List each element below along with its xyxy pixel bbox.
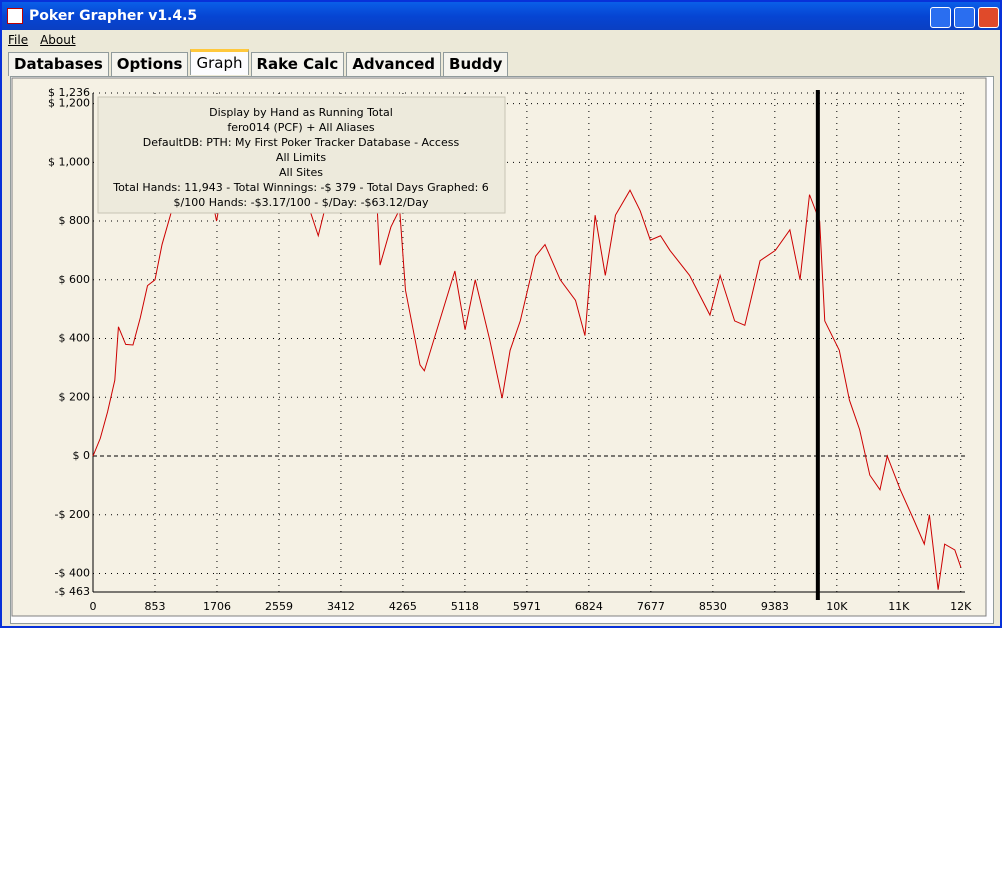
y-tick-label: $ 1,236 [48, 86, 90, 99]
maximize-button[interactable] [954, 7, 975, 28]
tab[interactable]: Buddy [443, 52, 509, 76]
info-line: All Limits [276, 151, 326, 164]
y-tick-label: $ 1,000 [48, 155, 90, 168]
tab[interactable]: Advanced [346, 52, 442, 76]
x-tick-label: 12K [950, 600, 972, 613]
x-tick-label: 0 [90, 600, 97, 613]
title-bar: Poker Grapher v1.4.5 [2, 2, 1000, 30]
menu-bar: File About [2, 30, 1000, 50]
x-tick-label: 1706 [203, 600, 231, 613]
x-tick-label: 9383 [761, 600, 789, 613]
tab[interactable]: Databases [8, 52, 109, 76]
menu-item[interactable]: File [8, 33, 29, 47]
info-line: Total Hands: 11,943 - Total Winnings: -$… [112, 181, 489, 194]
y-tick-label: $ 400 [59, 332, 91, 345]
info-line: DefaultDB: PTH: My First Poker Tracker D… [143, 136, 460, 149]
info-line: Display by Hand as Running Total [209, 106, 393, 119]
y-tick-label: $ 800 [59, 214, 91, 227]
tab[interactable]: Options [110, 52, 189, 76]
y-tick-label: $ 600 [59, 273, 91, 286]
x-tick-label: 6824 [575, 600, 603, 613]
tab[interactable]: Graph [190, 49, 249, 75]
info-line: fero014 (PCF) + All Aliases [227, 121, 375, 134]
minimize-button[interactable] [930, 7, 951, 28]
info-line: $/100 Hands: -$3.17/100 - $/Day: -$63.12… [174, 196, 429, 209]
y-tick-label: $ 0 [73, 449, 91, 462]
y-tick-label: -$ 463 [55, 585, 90, 598]
x-tick-label: 11K [888, 600, 910, 613]
menu-item[interactable]: About [40, 33, 76, 47]
tab[interactable]: Rake Calc [250, 52, 345, 76]
x-tick-label: 5971 [513, 600, 541, 613]
x-tick-label: 2559 [265, 600, 293, 613]
close-button[interactable] [978, 7, 999, 28]
app-icon [7, 8, 23, 24]
y-tick-label: $ 200 [59, 390, 91, 403]
y-tick-label: $ 1,200 [48, 97, 90, 110]
x-tick-label: 10K [826, 600, 848, 613]
tab-strip: Databases Options Graph Rake Calc Advanced Bu… [8, 49, 510, 76]
x-tick-label: 3412 [327, 600, 355, 613]
x-tick-label: 4265 [389, 600, 417, 613]
x-tick-label: 5118 [451, 600, 479, 613]
x-tick-label: 7677 [637, 600, 665, 613]
info-box [97, 96, 506, 214]
window-title: Poker Grapher v1.4.5 [29, 8, 198, 24]
x-tick-label: 8530 [699, 600, 727, 613]
info-line: All Sites [279, 166, 323, 179]
y-tick-label: -$ 400 [55, 566, 90, 579]
y-tick-label: -$ 200 [55, 508, 90, 521]
x-tick-label: 853 [144, 600, 165, 613]
